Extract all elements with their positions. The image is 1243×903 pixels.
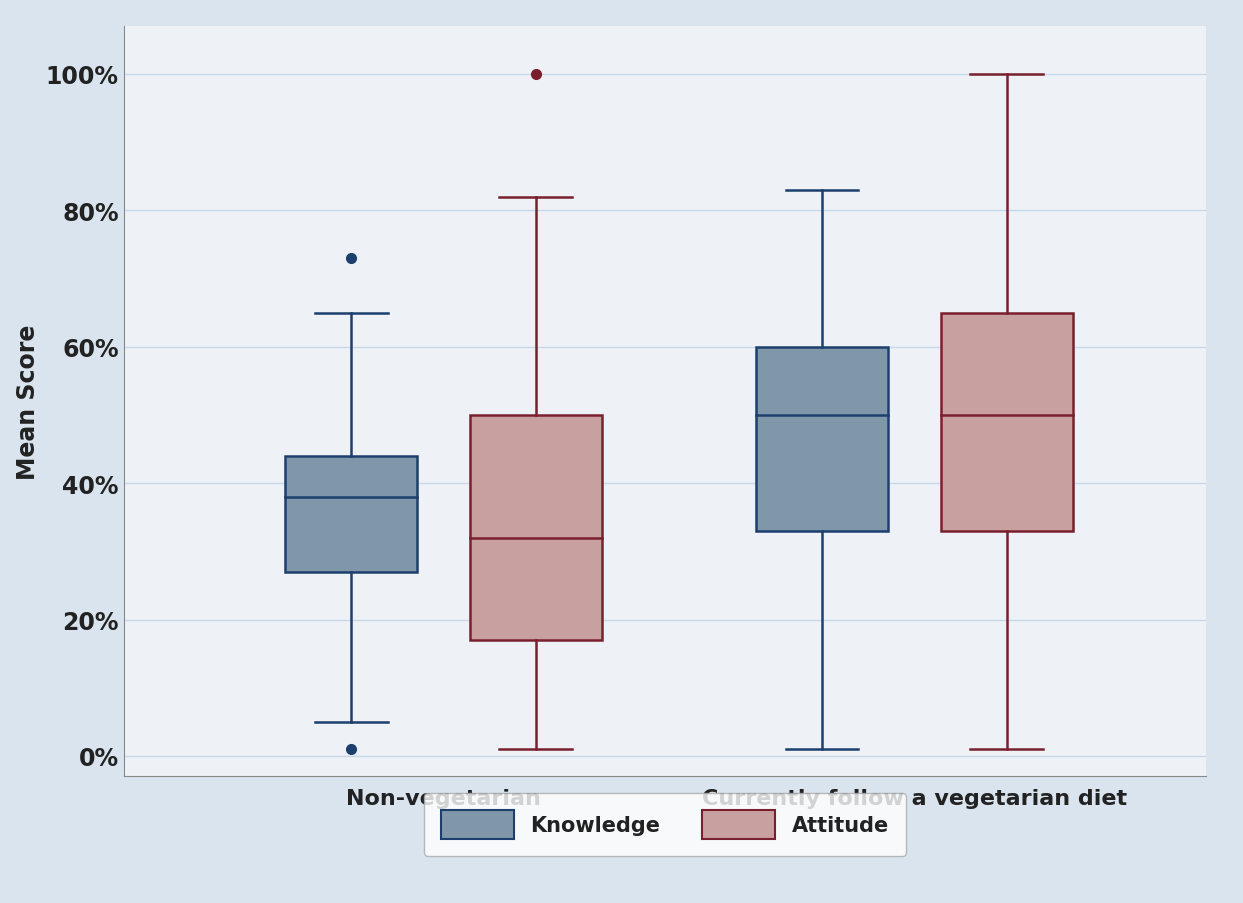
Bar xyxy=(285,456,418,573)
Bar xyxy=(470,415,602,640)
Legend: Knowledge, Attitude: Knowledge, Attitude xyxy=(424,794,906,856)
Bar xyxy=(756,348,889,531)
Y-axis label: Mean Score: Mean Score xyxy=(16,324,40,479)
Bar xyxy=(941,313,1073,531)
